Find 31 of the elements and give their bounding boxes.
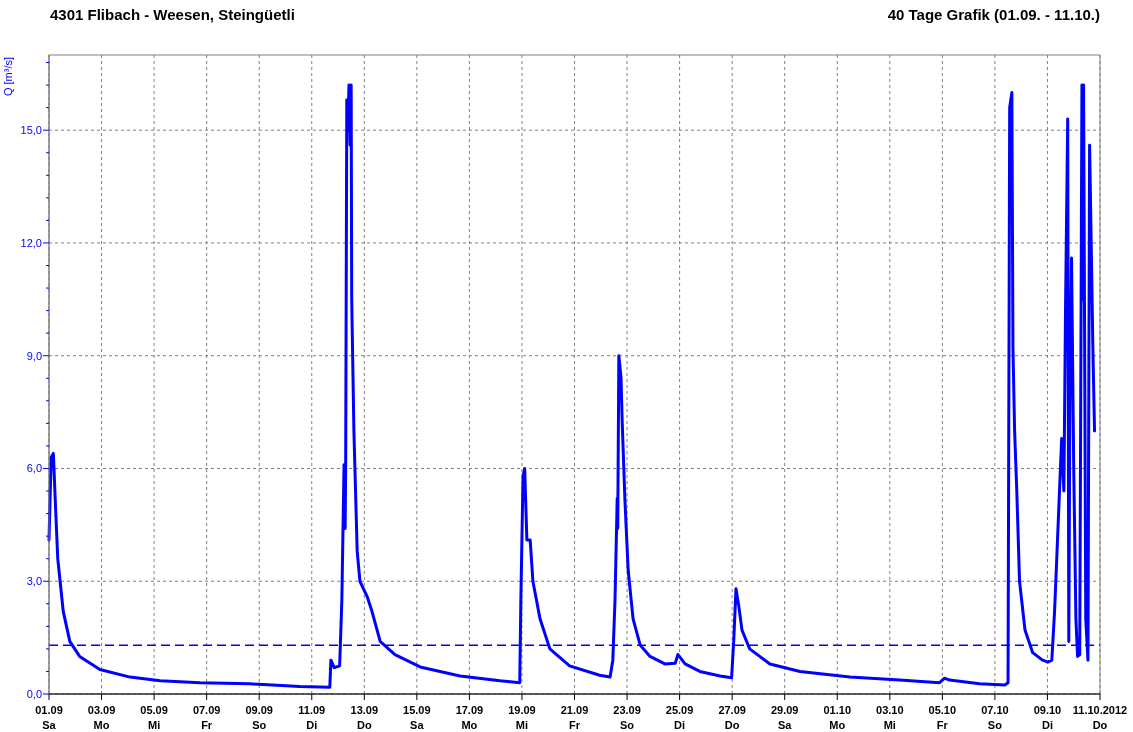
line-series: [47, 83, 1097, 689]
x-tick-label: 09.10 Di: [1033, 704, 1062, 731]
x-tick-label: 11.10.2012 Do: [1072, 704, 1128, 731]
x-tick-label: 17.09 Mo: [455, 704, 484, 731]
x-tick-label: 03.09 Mo: [87, 704, 116, 731]
x-tick-label: 29.09 Sa: [770, 704, 799, 731]
x-tick-label: 05.10 Fr: [928, 704, 957, 731]
x-tick-label: 11.09 Di: [298, 704, 326, 731]
x-tick-label: 19.09 Mi: [508, 704, 536, 731]
x-tick-label: 05.09 Mi: [140, 704, 168, 731]
y-tick-label: 9,0: [26, 349, 42, 362]
chart-title: 4301 Flibach - Weesen, Steingüetli: [50, 6, 295, 23]
x-tick-label: 23.09 So: [613, 704, 641, 731]
chart-subtitle: 40 Tage Grafik (01.09. - 11.10.): [887, 6, 1100, 23]
x-tick-label: 01.10 Mo: [823, 704, 852, 731]
x-tick-label: 09.09 So: [245, 704, 273, 731]
x-tick-label: 25.09 Di: [665, 704, 694, 731]
y-tick-label: 3,0: [26, 575, 42, 588]
x-tick-label: 07.09 Fr: [192, 704, 221, 731]
y-tick-label: 15,0: [20, 124, 42, 137]
x-tick-label: 13.09 Do: [350, 704, 379, 731]
x-tick-label: 27.09 Do: [718, 704, 746, 731]
y-tick-label: 12,0: [20, 236, 42, 249]
y-tick-label: 6,0: [26, 462, 42, 475]
x-tick-label: 15.09 Sa: [403, 704, 431, 731]
x-tick-label: 07.10 So: [981, 704, 1009, 731]
x-tick-label: 21.09 Fr: [560, 704, 589, 731]
x-tick-label: 01.09 Sa: [35, 704, 63, 731]
y-axis-title: Q [m³/s]: [2, 57, 14, 97]
x-tick-label: 03.10 Mi: [876, 704, 904, 731]
y-tick-label: 0,0: [26, 688, 42, 700]
